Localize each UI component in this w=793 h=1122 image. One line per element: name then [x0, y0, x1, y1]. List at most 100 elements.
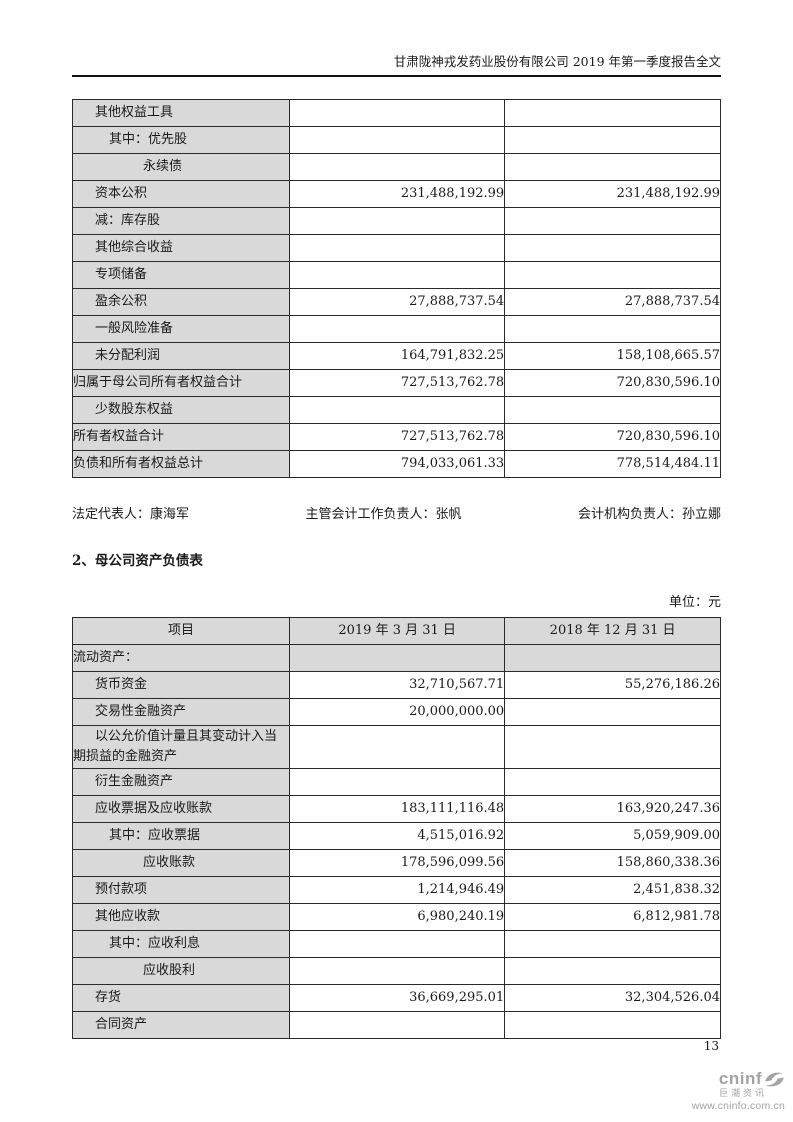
row-value: 178,596,099.56	[289, 849, 506, 878]
legal-representative: 法定代表人：康海军	[72, 507, 190, 522]
row-value: 5,059,909.00	[504, 822, 721, 851]
row-label: 衍生金融资产	[71, 768, 291, 797]
table-row: 应收账款 178,596,099.56 158,860,338.36	[71, 849, 721, 878]
table-row: 货币资金 32,710,567.71 55,276,186.26	[71, 671, 721, 699]
row-value: 4,515,016.92	[289, 822, 506, 851]
cninfo-logo: cninf 巨潮资讯 www.cninfo.com.cn	[691, 1069, 785, 1112]
row-value	[289, 315, 506, 343]
row-label: 交易性金融资产	[71, 698, 291, 726]
row-value: 778,514,484.11	[504, 450, 721, 478]
section-title: 2、母公司资产负债表	[72, 553, 203, 569]
row-value: 794,033,061.33	[289, 450, 506, 478]
row-value	[289, 126, 506, 154]
table-row: 少数股东权益	[71, 396, 721, 424]
row-value	[504, 261, 721, 289]
row-value	[504, 930, 721, 959]
table-row: 负债和所有者权益总计 794,033,061.33 778,514,484.11	[71, 450, 721, 478]
table-row: 其中：应收票据 4,515,016.92 5,059,909.00	[71, 822, 721, 851]
row-label: 其中：应收票据	[71, 822, 291, 851]
equity-section-table: 其他权益工具 其中：优先股 永续债 资本公积 231,488,192.99 231,488…	[71, 99, 721, 478]
row-label: 减：库存股	[71, 207, 291, 235]
page-number: 13	[703, 1039, 719, 1053]
row-label: 盈余公积	[71, 288, 291, 316]
signature-line: 法定代表人：康海军 主管会计工作负责人：张帆 会计机构负责人：孙立娜	[72, 503, 721, 522]
accounting-department-head: 会计机构负责人：孙立娜	[577, 507, 721, 522]
table-row: 未分配利润 164,791,832.25 158,108,665.57	[71, 342, 721, 370]
row-label: 负债和所有者权益总计	[71, 450, 291, 478]
row-label: 专项储备	[71, 261, 291, 289]
column-header: 项目	[71, 617, 291, 645]
table-row: 所有者权益合计 727,513,762.78 720,830,596.10	[71, 423, 721, 451]
row-value: 231,488,192.99	[504, 180, 721, 208]
row-value	[289, 153, 506, 181]
row-value: 720,830,596.10	[504, 423, 721, 451]
row-value	[289, 99, 506, 127]
row-value: 55,276,186.26	[504, 671, 721, 699]
row-value: 720,830,596.10	[504, 369, 721, 397]
row-label: 其他权益工具	[71, 99, 291, 127]
row-value: 20,000,000.00	[289, 698, 506, 726]
table-row: 合同资产	[71, 1011, 721, 1040]
row-value	[504, 234, 721, 262]
row-label: 永续债	[71, 153, 291, 181]
table-row: 应收股利	[71, 957, 721, 986]
row-label: 其他综合收益	[71, 234, 291, 262]
table-header-row: 项目 2019 年 3 月 31 日 2018 年 12 月 31 日	[71, 617, 721, 645]
cninfo-url: www.cninfo.com.cn	[691, 1099, 785, 1112]
row-label: 所有者权益合计	[71, 423, 291, 451]
row-value	[504, 644, 721, 672]
table-row: 永续债	[71, 153, 721, 181]
row-label: 以公允价值计量且其变动计入当期损益的金融资产	[71, 724, 291, 770]
row-value	[289, 768, 506, 797]
table-row: 预付款项 1,214,946.49 2,451,838.32	[71, 876, 721, 905]
row-value: 163,920,247.36	[504, 795, 721, 824]
table-row: 一般风险准备	[71, 315, 721, 343]
row-label: 应收账款	[71, 849, 291, 878]
table-row: 专项储备	[71, 261, 721, 289]
row-value: 6,812,981.78	[504, 903, 721, 932]
row-value: 32,710,567.71	[289, 671, 506, 699]
row-value: 2,451,838.32	[504, 876, 721, 905]
row-label: 少数股东权益	[71, 396, 291, 424]
row-value	[504, 99, 721, 127]
row-label: 资本公积	[71, 180, 291, 208]
row-label: 存货	[71, 984, 291, 1013]
table-row: 以公允价值计量且其变动计入当期损益的金融资产	[71, 724, 721, 770]
row-value: 727,513,762.78	[289, 369, 506, 397]
table-row: 应收票据及应收账款 183,111,116.48 163,920,247.36	[71, 795, 721, 824]
document-header: 甘肃陇神戎发药业股份有限公司 2019 年第一季度报告全文	[72, 0, 721, 77]
row-value: 36,669,295.01	[289, 984, 506, 1013]
table-row: 盈余公积 27,888,737.54 27,888,737.54	[71, 288, 721, 316]
row-label: 其他应收款	[71, 903, 291, 932]
row-value	[504, 153, 721, 181]
row-value: 231,488,192.99	[289, 180, 506, 208]
table-row: 其中：优先股	[71, 126, 721, 154]
row-value: 183,111,116.48	[289, 795, 506, 824]
row-label: 其中：应收利息	[71, 930, 291, 959]
row-value: 27,888,737.54	[504, 288, 721, 316]
chief-accounting-officer: 主管会计工作负责人：张帆	[305, 507, 462, 522]
row-value	[289, 234, 506, 262]
table-row: 存货 36,669,295.01 32,304,526.04	[71, 984, 721, 1013]
row-value	[289, 957, 506, 986]
cninfo-wordmark: cninf	[718, 1069, 762, 1089]
row-value: 158,860,338.36	[504, 849, 721, 878]
table-row: 其他应收款 6,980,240.19 6,812,981.78	[71, 903, 721, 932]
table-row: 减：库存股	[71, 207, 721, 235]
table-row: 归属于母公司所有者权益合计 727,513,762.78 720,830,596.1…	[71, 369, 721, 397]
row-value	[289, 724, 506, 770]
row-label: 应收股利	[71, 957, 291, 986]
table-row: 衍生金融资产	[71, 768, 721, 797]
row-value	[289, 261, 506, 289]
row-label: 流动资产：	[71, 644, 291, 672]
report-title: 甘肃陇神戎发药业股份有限公司 2019 年第一季度报告全文	[393, 54, 721, 69]
row-value	[504, 724, 721, 770]
column-header: 2018 年 12 月 31 日	[504, 617, 721, 645]
row-value	[289, 207, 506, 235]
table-row: 其他权益工具	[71, 99, 721, 127]
table-row: 其中：应收利息	[71, 930, 721, 959]
row-value	[504, 126, 721, 154]
parent-company-balance-sheet: 项目 2019 年 3 月 31 日 2018 年 12 月 31 日 流动资产：货…	[71, 617, 721, 1040]
unit-label: 单位：元	[668, 595, 721, 610]
row-value	[289, 930, 506, 959]
